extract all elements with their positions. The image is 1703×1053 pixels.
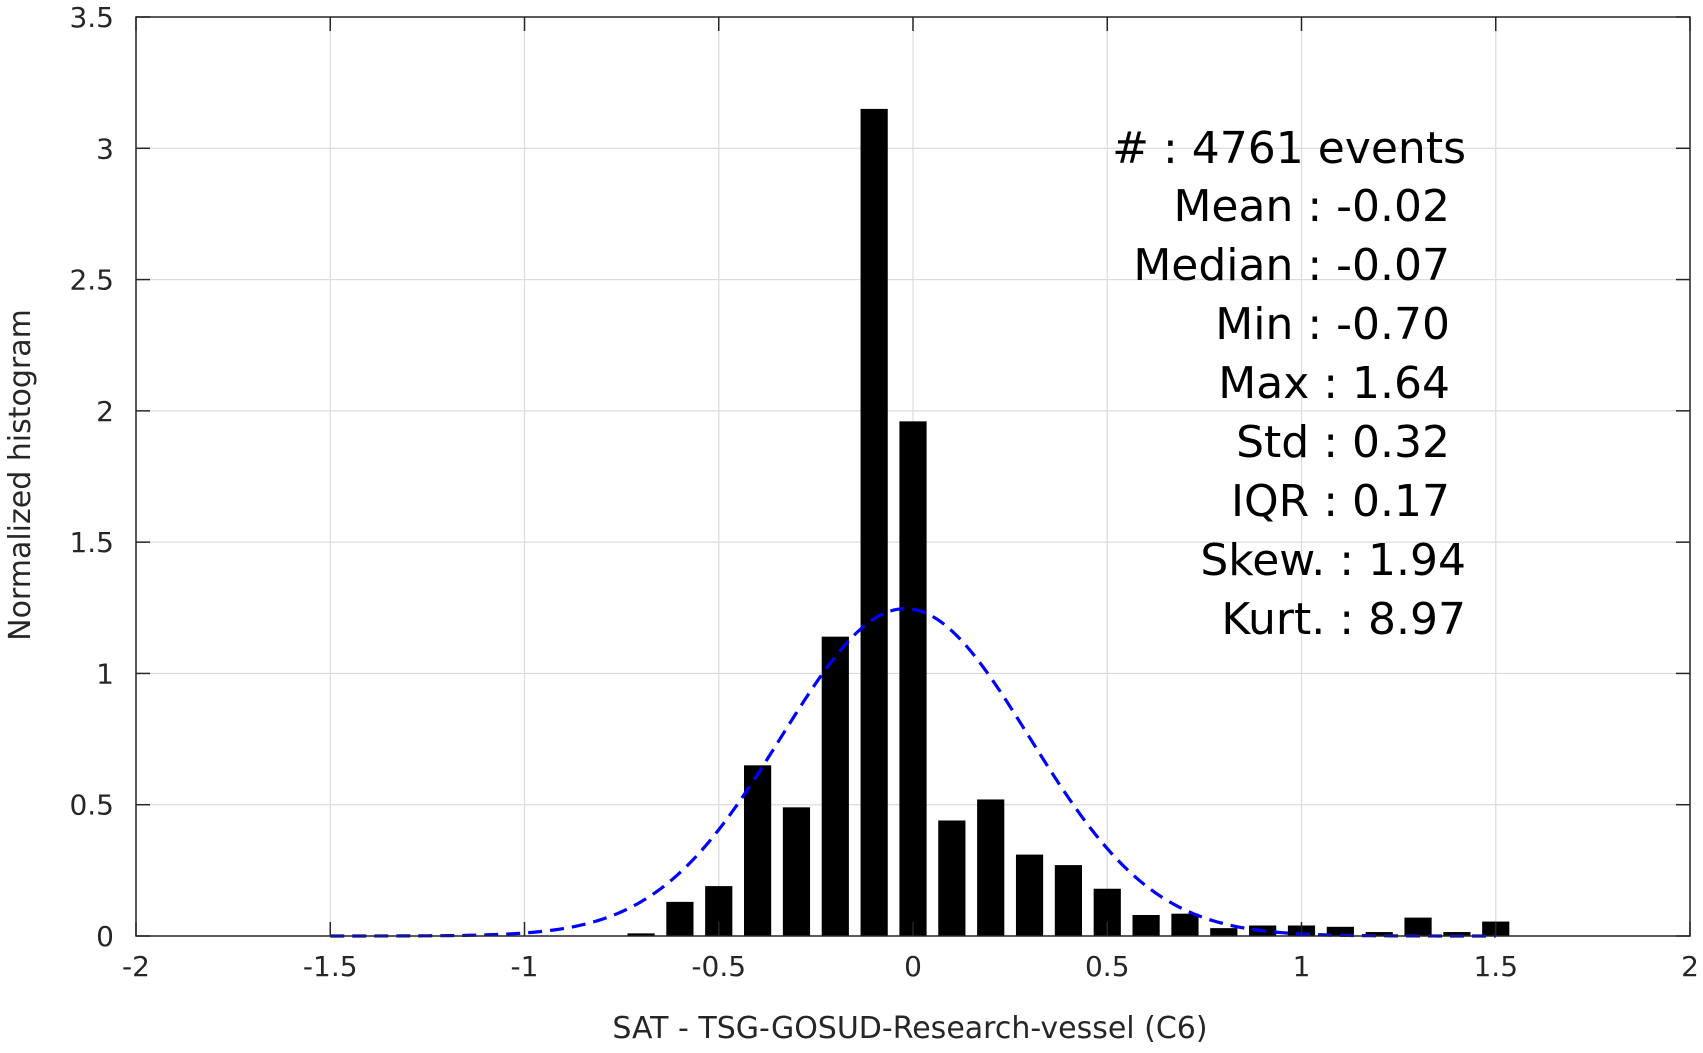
histogram-bar [1210, 928, 1238, 936]
stat-min: Min : -0.70 [1215, 299, 1450, 350]
statistics-annotation: # : 4761 events Mean : -0.02 Median : -0… [1112, 123, 1466, 645]
x-tick-label: -0.5 [691, 950, 746, 983]
x-tick-label: 2 [1681, 950, 1699, 983]
histogram-bar [1132, 914, 1160, 936]
histogram-bar [1404, 917, 1432, 936]
stat-skew: Skew. : 1.94 [1200, 535, 1466, 586]
histogram-bar [821, 636, 849, 936]
y-tick-label: 1 [96, 657, 114, 690]
histogram-bar [860, 108, 888, 936]
axes-layer [135, 16, 1691, 937]
y-tick-label: 1.5 [69, 526, 114, 559]
y-tick-label: 2 [96, 395, 114, 428]
histogram-bar [1443, 932, 1471, 936]
stat-iqr: IQR : 0.17 [1231, 476, 1450, 527]
y-tick-label: 0 [96, 920, 114, 953]
y-tick-label: 3.5 [69, 1, 114, 34]
stat-kurt: Kurt. : 8.97 [1221, 594, 1466, 645]
y-tick-labels: 0 0.5 1 1.5 2 2.5 3 3.5 [69, 1, 114, 953]
x-tick-label: 0 [904, 950, 922, 983]
stat-mean: Mean : -0.02 [1173, 181, 1450, 232]
x-tick-label: -1 [511, 950, 539, 983]
histogram-bar [977, 799, 1005, 936]
stat-max: Max : 1.64 [1218, 358, 1450, 409]
y-tick-label: 2.5 [69, 264, 114, 297]
histogram-bar [1171, 913, 1199, 936]
x-tick-label: 0.5 [1085, 950, 1130, 983]
stat-std: Std : 0.32 [1236, 417, 1450, 468]
y-tick-label: 3 [96, 132, 114, 165]
x-tick-label: 1.5 [1473, 950, 1518, 983]
y-tick-label: 0.5 [69, 789, 114, 822]
x-tick-label: -2 [122, 950, 150, 983]
histogram-bar [938, 820, 966, 936]
histogram-bar [744, 765, 772, 936]
histogram-bar [782, 807, 811, 936]
x-tick-labels: -2 -1.5 -1 -0.5 0 0.5 1 1.5 2 [122, 950, 1699, 983]
stat-median: Median : -0.07 [1133, 240, 1450, 291]
x-tick-label: -1.5 [303, 950, 358, 983]
histogram-bar [1326, 926, 1354, 936]
histogram-bar [899, 421, 927, 936]
y-axis-label: Normalized histogram [3, 309, 38, 641]
histogram-bar [1365, 932, 1393, 936]
bars-layer [627, 108, 1510, 936]
stat-events: # : 4761 events [1112, 123, 1466, 174]
histogram-bar [627, 933, 655, 936]
histogram-bar [1015, 854, 1044, 936]
x-axis-label: SAT - TSG-GOSUD-Research-vessel (C6) [612, 1011, 1207, 1046]
histogram-bar [666, 901, 694, 936]
histogram-bar [1054, 865, 1082, 936]
x-tick-label: 1 [1293, 950, 1311, 983]
